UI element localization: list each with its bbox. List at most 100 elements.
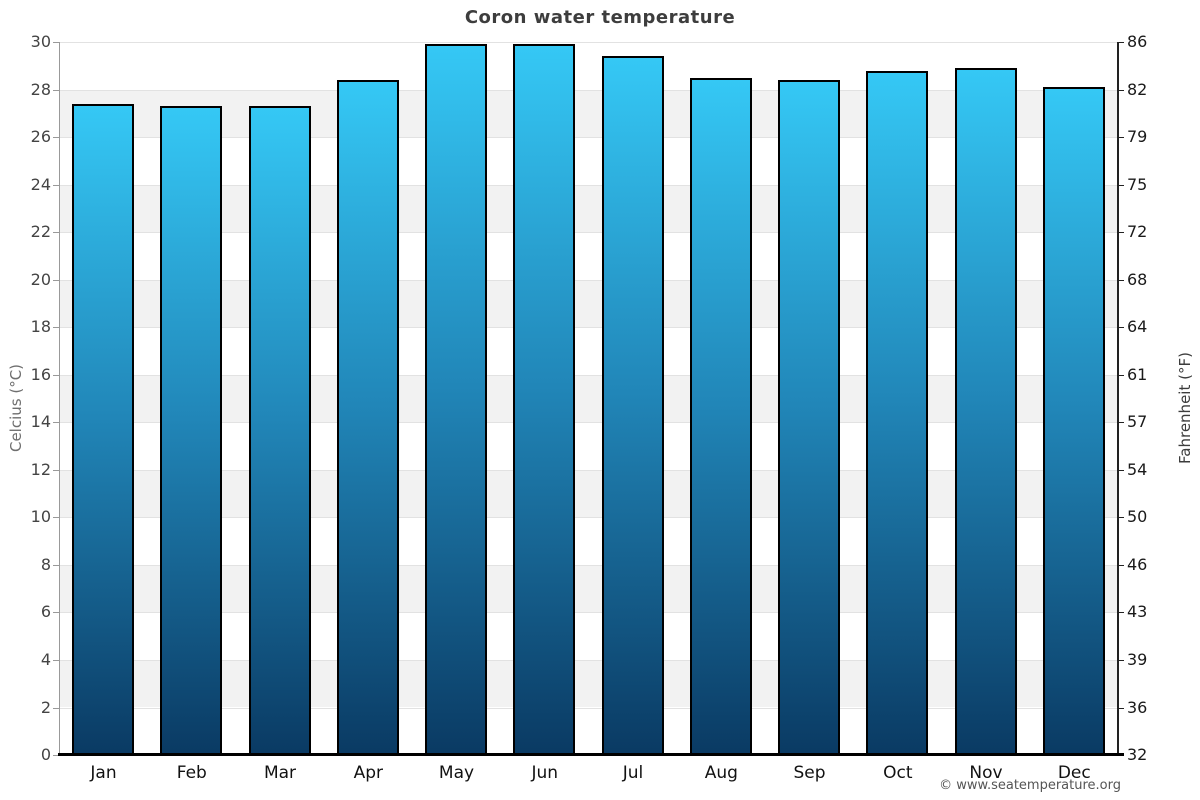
fahrenheit-tick-label: 79: [1127, 127, 1148, 147]
celsius-tick-label: 6: [40, 602, 51, 622]
gridline: [59, 184, 1118, 186]
temperature-bar-nov: [954, 68, 1017, 755]
background-band: [59, 327, 1118, 375]
gridline: [59, 42, 1118, 43]
month-label-oct: Oct: [883, 763, 913, 783]
fahrenheit-tick-label: 86: [1127, 32, 1148, 51]
copyright-text: © www.seatemperature.org: [939, 778, 1121, 793]
gridline: [59, 89, 1118, 91]
temperature-bar-sep: [778, 80, 841, 755]
background-band: [59, 89, 1118, 137]
celsius-tick-label: 12: [30, 459, 51, 479]
fahrenheit-tick-label: 36: [1127, 697, 1148, 717]
fahrenheit-tick-mark: [1118, 659, 1124, 661]
fahrenheit-tick-mark: [1118, 327, 1124, 329]
temperature-bar-jan: [72, 103, 135, 755]
celsius-tick-mark: [53, 517, 59, 519]
temperature-bar-apr: [336, 80, 399, 755]
celsius-tick-label: 24: [30, 174, 51, 194]
celsius-tick-label: 0: [40, 745, 51, 764]
fahrenheit-tick-label: 57: [1127, 412, 1148, 432]
gridline: [59, 517, 1118, 519]
background-band: [59, 184, 1118, 233]
gridline: [59, 707, 1118, 709]
gridline: [59, 137, 1118, 139]
celsius-tick-label: 28: [30, 79, 51, 99]
temperature-bar-mar: [248, 106, 311, 755]
temperature-bar-feb: [160, 106, 223, 755]
month-label-sep: Sep: [793, 763, 826, 783]
celsius-tick-mark: [53, 422, 59, 424]
fahrenheit-tick-label: 68: [1127, 269, 1148, 289]
temperature-bar-jul: [601, 56, 664, 755]
fahrenheit-tick-label: 75: [1127, 174, 1148, 194]
temperature-bar-aug: [689, 77, 752, 755]
celsius-tick-label: 16: [30, 364, 51, 384]
background-band: [59, 517, 1118, 565]
month-label-nov: Nov: [969, 763, 1003, 783]
bottom-axis-line: [58, 753, 1124, 756]
background-band: [59, 42, 1118, 90]
celsius-tick-mark: [53, 232, 59, 234]
background-band: [59, 422, 1118, 470]
gridline: [59, 564, 1118, 566]
fahrenheit-tick-label: 43: [1127, 602, 1148, 622]
temperature-bar-oct: [866, 70, 929, 755]
celsius-tick-mark: [53, 279, 59, 281]
month-label-mar: Mar: [263, 763, 297, 783]
fahrenheit-tick-mark: [1118, 517, 1124, 519]
celsius-tick-mark: [53, 184, 59, 186]
gridline: [59, 327, 1118, 329]
background-band: [59, 564, 1118, 613]
background-band: [59, 469, 1118, 518]
celsius-tick-label: 10: [30, 507, 51, 527]
celsius-tick-mark: [53, 469, 59, 471]
month-label-may: May: [438, 763, 475, 783]
background-band: [59, 612, 1118, 660]
background-band: [59, 137, 1118, 185]
celsius-tick-label: 18: [30, 317, 51, 337]
background-band: [59, 279, 1118, 328]
gridline: [59, 612, 1118, 614]
gridline: [59, 232, 1118, 234]
temperature-bar-jun: [513, 44, 576, 755]
celsius-tick-mark: [53, 89, 59, 91]
month-label-feb: Feb: [176, 763, 207, 783]
gridline: [59, 422, 1118, 424]
fahrenheit-axis-title: Fahrenheit (°F): [1176, 352, 1194, 464]
celsius-tick-mark: [53, 659, 59, 661]
gridline: [59, 374, 1118, 376]
month-label-dec: Dec: [1057, 763, 1091, 783]
fahrenheit-tick-label: 72: [1127, 222, 1148, 242]
celsius-tick-mark: [53, 755, 59, 756]
fahrenheit-tick-label: 46: [1127, 554, 1148, 574]
celsius-tick-mark: [53, 374, 59, 376]
celsius-tick-label: 20: [30, 269, 51, 289]
fahrenheit-tick-mark: [1118, 279, 1124, 281]
fahrenheit-tick-label: 64: [1127, 317, 1148, 337]
fahrenheit-tick-label: 39: [1127, 649, 1148, 669]
celsius-tick-label: 22: [30, 222, 51, 242]
left-axis-line: [59, 42, 60, 756]
gridline: [59, 469, 1118, 471]
celsius-tick-label: 2: [40, 697, 51, 717]
celsius-axis-title: Celcius (°C): [7, 363, 25, 453]
celsius-tick-mark: [53, 137, 59, 139]
background-band: [59, 707, 1118, 755]
fahrenheit-tick-mark: [1118, 184, 1124, 186]
celsius-tick-label: 30: [30, 32, 51, 51]
celsius-tick-mark: [53, 612, 59, 614]
month-label-aug: Aug: [704, 763, 738, 783]
celsius-tick-mark: [53, 42, 59, 43]
fahrenheit-tick-label: 54: [1127, 459, 1148, 479]
celsius-tick-mark: [53, 564, 59, 566]
fahrenheit-tick-mark: [1118, 137, 1124, 139]
celsius-tick-label: 8: [40, 554, 51, 574]
background-band: [59, 232, 1118, 280]
fahrenheit-tick-mark: [1118, 374, 1124, 376]
gridline: [59, 279, 1118, 281]
fahrenheit-tick-mark: [1118, 469, 1124, 471]
celsius-tick-label: 26: [30, 127, 51, 147]
